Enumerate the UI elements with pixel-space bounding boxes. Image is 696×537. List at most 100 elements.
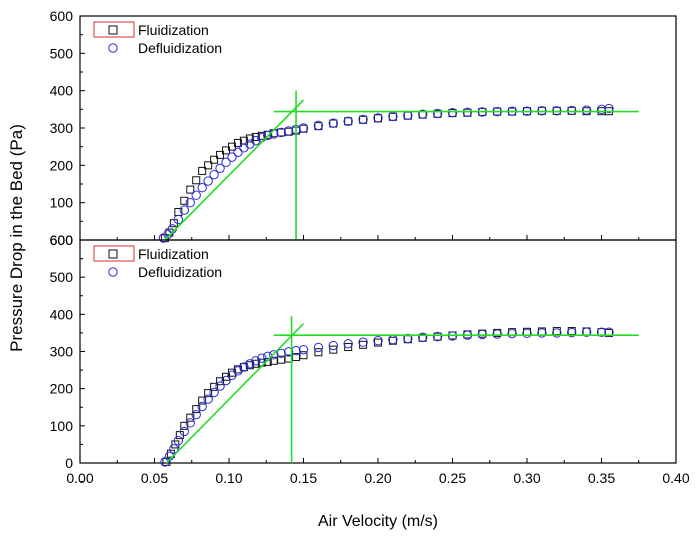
data-point-defluidization: [432, 331, 443, 342]
data-point-defluidization: [403, 333, 413, 344]
data-point-fluidization: [359, 340, 368, 349]
data-point-defluidization: [418, 109, 428, 119]
y-tick-label: 500: [50, 45, 74, 61]
data-point-defluidization: [552, 328, 562, 338]
data-point-defluidization: [251, 135, 261, 146]
data-point-fluidization: [204, 389, 213, 398]
data-point-fluidization: [222, 372, 231, 381]
data-point-defluidization: [173, 436, 184, 446]
x-tick-label: 0.05: [141, 470, 168, 486]
data-point-defluidization: [269, 350, 279, 360]
data-point-defluidization: [185, 418, 195, 428]
data-point-fluidization: [162, 457, 171, 466]
y-tick-label: 0: [65, 455, 73, 471]
data-point-defluidization: [239, 362, 249, 372]
data-point-defluidization: [197, 401, 207, 412]
x-tick-label: 0.25: [439, 470, 466, 486]
x-tick-label: 0.40: [662, 470, 689, 486]
data-point-defluidization: [173, 214, 184, 225]
x-tick-label: 0.20: [364, 470, 391, 486]
data-point-defluidization: [298, 344, 309, 355]
legend-marker-fluidization: [108, 249, 118, 259]
data-point-defluidization: [358, 337, 368, 347]
data-point-defluidization: [191, 409, 201, 420]
data-point-defluidization: [263, 130, 273, 141]
data-point-defluidization: [604, 327, 614, 337]
data-point-fluidization: [344, 117, 353, 126]
x-tick-label: 0.15: [290, 470, 317, 486]
data-point-defluidization: [358, 114, 368, 125]
data-point-defluidization: [209, 387, 219, 398]
data-point-fluidization: [344, 343, 353, 352]
data-point-defluidization: [328, 340, 338, 351]
y-tick-label: 500: [50, 269, 74, 285]
data-point-fluidization: [277, 128, 286, 137]
data-point-defluidization: [313, 342, 324, 353]
data-point-fluidization: [245, 134, 254, 143]
y-tick-label: 600: [50, 232, 74, 248]
data-point-fluidization: [210, 382, 219, 391]
legend-highlight-box: [93, 21, 135, 38]
data-point-defluidization: [221, 375, 231, 386]
data-point-fluidization: [299, 351, 308, 360]
data-point-defluidization: [373, 336, 383, 346]
data-point-fluidization: [186, 185, 195, 194]
data-point-defluidization: [227, 152, 237, 162]
legend-label-defluidization: Defluidization: [138, 264, 222, 280]
data-point-fluidization: [216, 377, 225, 386]
data-point-defluidization: [343, 338, 353, 349]
y-tick-label: 300: [50, 344, 74, 360]
data-point-defluidization: [251, 356, 261, 366]
data-point-defluidization: [343, 116, 353, 126]
legend-label-defluidization: Defluidization: [138, 40, 222, 56]
data-point-defluidization: [191, 190, 201, 200]
data-point-defluidization: [179, 426, 190, 437]
data-point-defluidization: [215, 381, 225, 391]
data-point-fluidization: [210, 155, 219, 164]
data-point-defluidization: [245, 139, 255, 149]
panel-bottom: 0 100 200 300 400 500 600 0.00 0.05 0.10 0.15 0.20 0…: [50, 232, 690, 486]
data-point-defluidization: [233, 147, 243, 157]
y-tick-label: 600: [50, 232, 74, 248]
y-tick-label: 100: [50, 418, 74, 434]
data-point-defluidization: [209, 169, 219, 180]
data-point-defluidization: [313, 120, 324, 131]
data-point-defluidization: [276, 348, 286, 359]
y-axis-label: Pressure Drop in the Bed (Pa): [7, 124, 26, 352]
data-point-defluidization: [179, 205, 190, 215]
x-tick-label: 0.00: [66, 470, 93, 486]
data-point-defluidization: [604, 103, 614, 114]
legend-marker-defluidization: [108, 43, 118, 53]
data-point-defluidization: [492, 329, 502, 339]
legend-marker-defluidization: [108, 267, 118, 277]
data-point-defluidization: [537, 328, 547, 338]
legend-label-fluidization: Fluidization: [138, 246, 209, 262]
data-point-defluidization: [276, 127, 286, 138]
data-point-defluidization: [567, 105, 577, 116]
data-point-defluidization: [227, 370, 237, 380]
legend-marker-fluidization: [108, 25, 118, 35]
y-tick-label: 600: [50, 8, 74, 24]
data-point-defluidization: [328, 118, 338, 128]
data-point-defluidization: [185, 197, 195, 208]
y-tick-label: 400: [50, 306, 74, 322]
data-point-defluidization: [507, 328, 517, 339]
fit-line-1: [165, 323, 305, 464]
data-point-defluidization: [596, 104, 607, 115]
data-point-fluidization: [180, 421, 189, 430]
x-tick-label: 0.30: [513, 470, 540, 486]
data-point-defluidization: [522, 328, 532, 338]
panel-top: 600 100 200 300 400 500 600 Fluidization Defluid…: [50, 8, 677, 260]
data-point-fluidization: [198, 166, 207, 175]
y-tick-label: 100: [50, 195, 74, 211]
data-point-defluidization: [221, 157, 231, 168]
data-point-defluidization: [283, 347, 294, 357]
x-tick-label: 0.10: [215, 470, 242, 486]
data-point-defluidization: [298, 123, 309, 133]
data-point-defluidization: [596, 327, 607, 337]
data-point-fluidization: [198, 396, 207, 405]
data-point-fluidization: [329, 345, 338, 354]
data-point-fluidization: [204, 161, 213, 170]
data-point-defluidization: [215, 163, 225, 174]
